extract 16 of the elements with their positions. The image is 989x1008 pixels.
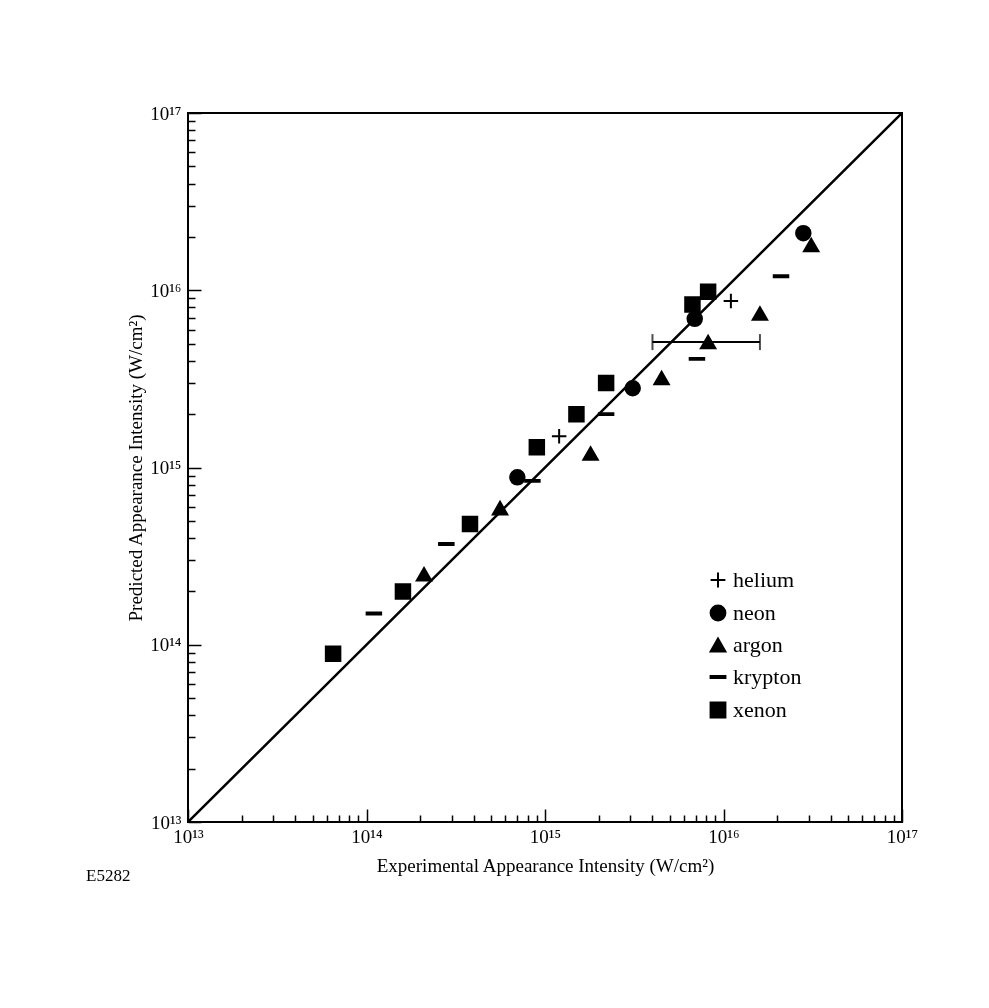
legend-label: krypton bbox=[733, 664, 802, 689]
y-tick-label: 10¹⁴ bbox=[150, 634, 182, 656]
x-axis-title: Experimental Appearance Intensity (W/cm²) bbox=[376, 854, 715, 877]
x-tick-label: 10¹⁷ bbox=[886, 825, 919, 847]
legend-label: xenon bbox=[733, 697, 787, 722]
legend-label: argon bbox=[733, 632, 783, 657]
x-tick-label: 10¹⁶ bbox=[708, 825, 740, 847]
y-tick-label: 10¹⁵ bbox=[150, 457, 182, 478]
y-axis-title: Predicted Appearance Intensity (W/cm²) bbox=[125, 314, 148, 622]
legend-label: neon bbox=[733, 600, 776, 625]
x-tick-label: 10¹⁵ bbox=[529, 825, 562, 847]
text: E5282 bbox=[86, 866, 131, 886]
x-tick-label: 10¹⁴ bbox=[351, 825, 384, 847]
y-tick-label: 10¹⁶ bbox=[150, 279, 182, 301]
y-tick-label: 10¹⁷ bbox=[150, 102, 182, 124]
legend-label: helium bbox=[733, 567, 795, 592]
